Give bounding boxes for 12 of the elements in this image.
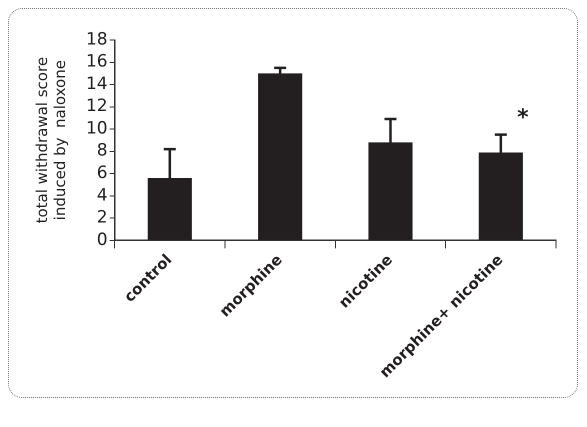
y-tick-label: 6: [96, 163, 108, 184]
y-tick-label: 14: [86, 74, 108, 94]
y-tick-label: 4: [96, 185, 108, 206]
y-tick-label: 12: [86, 96, 108, 116]
y-tick-label: 18: [86, 29, 108, 50]
y-tick-label: 2: [96, 208, 108, 228]
y-tick-label: 0: [96, 230, 108, 250]
y-tick-label: 8: [96, 140, 108, 161]
y-axis-title: total withdrawal score induced by naloxone: [32, 56, 69, 224]
y-tick-label: 16: [86, 52, 108, 72]
annotation: *: [517, 105, 530, 130]
y-tick-label: 10: [86, 118, 108, 138]
